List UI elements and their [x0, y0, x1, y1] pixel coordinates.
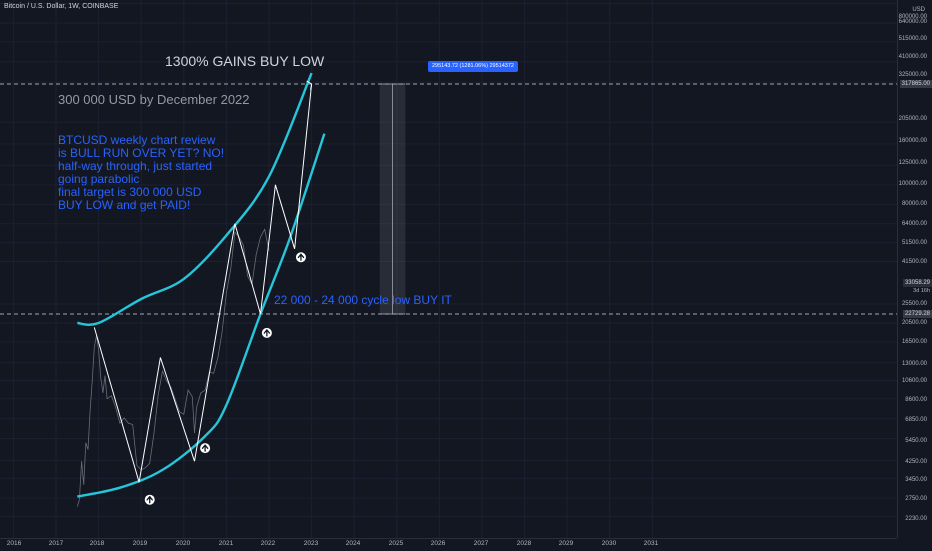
price-tick: 51500.00	[901, 240, 927, 246]
grid	[0, 0, 897, 538]
year-label: 2030	[601, 540, 617, 547]
up-arrow-icon-glyph	[146, 496, 153, 504]
target-annotation[interactable]: 300 000 USD by December 2022	[58, 92, 250, 107]
up-arrow-icon	[261, 327, 272, 338]
price-tick: 20500.00	[901, 320, 927, 326]
measure-range[interactable]	[379, 83, 406, 315]
up-arrow-icon	[200, 443, 211, 454]
price-tick: 10600.00	[901, 378, 927, 384]
year-label: 2026	[430, 540, 446, 547]
symbol-title: Bitcoin / U.S. Dollar, 1W, COINBASE	[4, 3, 119, 10]
review-line: is BULL RUN OVER YET? NO!	[58, 146, 225, 160]
review-line: BTCUSD weekly chart review	[58, 133, 216, 147]
price-tick: 125000.00	[898, 160, 927, 166]
headline-annotation[interactable]: 1300% GAINS BUY LOW	[165, 53, 325, 69]
measure-badge[interactable]: 295143.72 (1281.06%) 29514372	[428, 61, 518, 72]
price-tick: 80000.00	[901, 201, 927, 207]
horizontal-levels	[0, 83, 897, 315]
price-series	[76, 228, 270, 507]
cycle-low-annotation[interactable]: 22 000 - 24 000 cycle low BUY IT	[274, 293, 452, 307]
review-line: final target is 300 000 USD	[58, 185, 202, 199]
price-tick: 2750.00	[905, 496, 927, 502]
projection-path[interactable]	[93, 80, 313, 483]
projection-arrowhead	[306, 80, 313, 91]
review-line: going parabolic	[58, 172, 140, 186]
price-tick: 41500.00	[901, 259, 927, 265]
up-arrow-icon-glyph	[263, 329, 271, 337]
price-tick: 325000.00	[898, 72, 927, 78]
bar-countdown: 3d 16h	[913, 288, 930, 294]
price-tick: 2230.00	[905, 516, 927, 522]
year-label: 2018	[89, 540, 105, 547]
price-tick: 800000.00	[898, 14, 927, 20]
review-annotation[interactable]: BTCUSD weekly chart review is BULL RUN O…	[58, 134, 224, 212]
up-arrow-icon-glyph	[201, 444, 209, 452]
year-label: 2020	[175, 540, 191, 547]
top-level-price-tag: 317865.00	[899, 80, 932, 88]
price-tick: 25500.00	[901, 301, 927, 307]
price-tick: 100000.00	[898, 181, 927, 187]
price-tick: 3450.00	[905, 477, 927, 483]
price-tick: 5450.00	[905, 438, 927, 444]
year-label: 2028	[516, 540, 532, 547]
current-price-tag: 33058.29	[902, 279, 932, 287]
year-label: 2023	[303, 540, 319, 547]
year-label: 2031	[643, 540, 659, 547]
price-tick: 160000.00	[898, 138, 927, 144]
price-tick: 4250.00	[905, 459, 927, 465]
year-label: 2029	[558, 540, 574, 547]
low-level-price-tag: 22729.28	[902, 310, 932, 318]
price-tick: 64000.00	[901, 221, 927, 227]
parabolic-channel[interactable]	[77, 72, 326, 498]
projection-line	[93, 83, 313, 483]
price-scale[interactable]: USD 800000.00 640000.00 515000.00 410000…	[897, 0, 932, 538]
year-label: 2024	[345, 540, 361, 547]
price-tick: 6850.00	[905, 417, 927, 423]
price-tick: 410000.00	[898, 54, 927, 60]
up-arrow-icon-glyph	[297, 253, 305, 261]
price-unit: USD	[912, 7, 925, 13]
year-label: 2025	[388, 540, 404, 547]
year-label: 2022	[260, 540, 276, 547]
channel-lower-curve	[77, 133, 326, 498]
price-tick: 13000.00	[901, 361, 927, 367]
year-label: 2027	[473, 540, 489, 547]
review-line: BUY LOW and get PAID!	[58, 198, 191, 212]
price-line	[76, 228, 270, 507]
time-axis[interactable]: 2016 2017 2018 2019 2020 2021 2022 2023 …	[0, 538, 897, 551]
price-tick: 515000.00	[898, 36, 927, 42]
review-line: half-way through, just started	[58, 159, 213, 173]
channel-upper-curve	[77, 72, 313, 326]
buy-markers	[144, 252, 306, 505]
year-label: 2019	[132, 540, 148, 547]
price-tick: 16500.00	[901, 339, 927, 345]
up-arrow-icon	[295, 252, 306, 263]
price-tick: 640000.00	[898, 19, 927, 25]
price-tick: 205000.00	[898, 116, 927, 122]
price-tick: 8600.00	[905, 397, 927, 403]
year-label: 2021	[218, 540, 234, 547]
year-label: 2017	[48, 540, 64, 547]
up-arrow-icon	[144, 494, 155, 505]
year-label: 2016	[6, 540, 22, 547]
